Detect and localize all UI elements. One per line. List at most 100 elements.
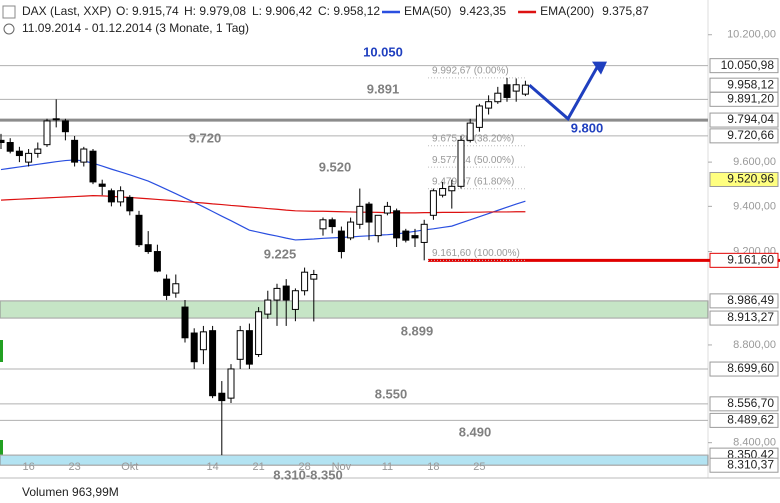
candle-body	[107, 190, 115, 203]
candle-body	[448, 185, 456, 192]
level-box	[709, 112, 779, 128]
ohlc-close: C: 9.958,12	[318, 4, 380, 18]
candle-body	[365, 203, 373, 223]
candle-body	[236, 330, 244, 360]
y-tick-label: 9.200,00	[733, 245, 776, 257]
level-box	[709, 361, 779, 377]
candle-body	[374, 214, 382, 237]
candle-body	[144, 244, 152, 253]
candle-body	[301, 271, 309, 292]
level-box	[709, 310, 779, 326]
candle-body	[52, 118, 60, 121]
legend-label: EMA(200)	[540, 4, 594, 18]
candle-body	[25, 152, 33, 163]
fib-label: 9.161,60 (100.00%)	[432, 248, 520, 259]
x-tick-label: 28	[298, 461, 310, 473]
candle-body	[503, 84, 511, 98]
level-box	[709, 457, 779, 473]
ema-line	[0, 159, 526, 241]
volume-label: Volumen 963,99M	[22, 485, 119, 499]
candle-body	[402, 230, 410, 241]
ohlc-open: O: 9.915,74	[116, 4, 179, 18]
level-label: 8.310,37	[727, 457, 774, 471]
candle-body	[439, 188, 447, 196]
candle-body	[291, 290, 299, 310]
marker	[0, 340, 3, 362]
chart-title: DAX (Last, XXP)	[22, 4, 111, 18]
candle-body	[227, 368, 235, 399]
x-tick-label: 23	[68, 461, 80, 473]
level-box	[709, 128, 779, 144]
y-tick-label: 8.800,00	[733, 339, 776, 351]
candle-body	[135, 214, 143, 246]
annotation: 8.899	[401, 323, 434, 338]
y-tick-label: 10.200,00	[727, 29, 776, 41]
annotation: 9.800	[571, 120, 604, 135]
annotation: 9.225	[264, 246, 297, 261]
candle-body	[181, 306, 189, 339]
clock-icon	[3, 23, 15, 35]
candle-body	[80, 148, 88, 163]
candle-body	[328, 219, 336, 228]
candle-body	[466, 122, 474, 141]
candle-body	[411, 235, 419, 239]
level-label: 9.720,66	[727, 128, 774, 142]
fib-label: 9.577,14 (50.00%)	[432, 155, 514, 166]
level-label: 8.556,70	[727, 396, 774, 410]
candle-body	[6, 142, 14, 152]
candle-body	[98, 183, 106, 187]
candle-body	[273, 287, 281, 301]
candle-body	[337, 230, 345, 253]
x-tick-label: 21	[252, 461, 264, 473]
x-tick-label: Okt	[121, 461, 138, 473]
candle-body	[218, 392, 226, 402]
candle-body	[61, 120, 69, 133]
candle-body	[264, 299, 272, 315]
candle-body	[209, 330, 217, 397]
candle-body	[420, 223, 428, 243]
legend-value: 9.423,35	[459, 4, 506, 18]
level-box	[709, 412, 779, 428]
annotation: 8.490	[459, 424, 492, 439]
arrow-head	[592, 61, 607, 75]
ohlc-high: H: 9.979,08	[184, 4, 246, 18]
y-tick-label: 9.600,00	[733, 156, 776, 168]
y-tick-label: 8.400,00	[733, 437, 776, 449]
fib-label: 9.992,67 (0.00%)	[432, 66, 509, 77]
candle-body	[153, 251, 161, 272]
candle-body	[347, 221, 355, 239]
candle-body	[245, 330, 253, 365]
marker	[0, 440, 3, 462]
y-tick-label: 9.400,00	[733, 200, 776, 212]
level-box	[709, 91, 779, 107]
annotation: 8.550	[375, 386, 408, 401]
candle-body	[199, 331, 207, 351]
level-label: 9.520,96	[727, 172, 774, 186]
level-label: 8.489,62	[727, 413, 774, 427]
fib-label: 9.479,07 (61.80%)	[432, 176, 514, 187]
candle-body	[485, 101, 493, 109]
candle-body	[494, 92, 502, 103]
menu-icon[interactable]	[2, 5, 16, 19]
level-label: 10.050,98	[721, 58, 775, 72]
annotation: 9.720	[189, 130, 222, 145]
candle-body	[163, 278, 171, 296]
zone	[0, 454, 709, 466]
x-tick-label: 16	[22, 461, 34, 473]
level-box	[709, 252, 779, 268]
legend-label: EMA(50)	[404, 4, 451, 18]
x-tick-label: Nov	[332, 461, 352, 473]
annotation: 9.891	[367, 81, 400, 96]
candle-body	[34, 148, 42, 154]
candle-body	[89, 150, 97, 183]
annotation: 9.520	[319, 159, 352, 174]
level-label: 9.161,60	[727, 252, 774, 266]
candle-body	[190, 332, 198, 363]
candle-body	[71, 139, 79, 163]
candle-body	[475, 105, 483, 128]
x-tick-label: 11	[382, 461, 393, 473]
candle-body	[521, 84, 529, 95]
candle-body	[383, 205, 391, 214]
